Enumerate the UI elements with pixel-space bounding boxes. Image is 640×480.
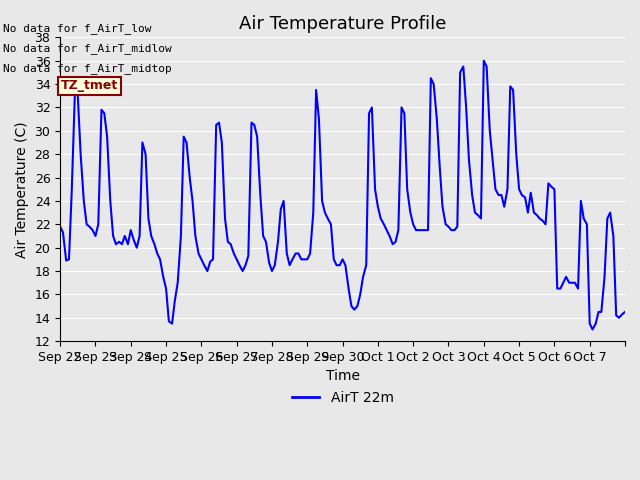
X-axis label: Time: Time	[326, 370, 360, 384]
Legend: AirT 22m: AirT 22m	[286, 385, 399, 410]
Text: TZ_tmet: TZ_tmet	[61, 79, 118, 92]
Text: No data for f_AirT_midtop: No data for f_AirT_midtop	[3, 63, 172, 74]
Y-axis label: Air Temperature (C): Air Temperature (C)	[15, 121, 29, 258]
Text: No data for f_AirT_midlow: No data for f_AirT_midlow	[3, 43, 172, 54]
Text: No data for f_AirT_low: No data for f_AirT_low	[3, 23, 152, 34]
Title: Air Temperature Profile: Air Temperature Profile	[239, 15, 446, 33]
